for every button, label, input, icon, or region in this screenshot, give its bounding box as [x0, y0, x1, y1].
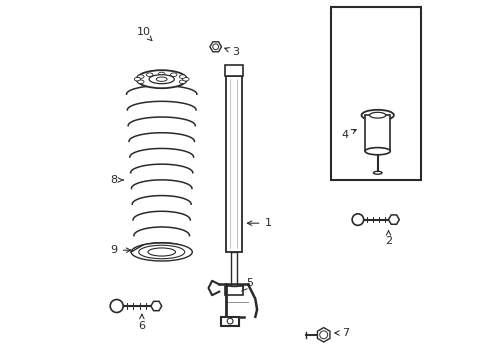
- Polygon shape: [151, 301, 162, 311]
- Ellipse shape: [148, 248, 175, 256]
- Ellipse shape: [182, 77, 189, 81]
- Ellipse shape: [373, 171, 381, 174]
- FancyBboxPatch shape: [224, 65, 242, 76]
- Bar: [221, 317, 239, 326]
- Text: 6: 6: [138, 314, 145, 331]
- Bar: [365, 115, 389, 151]
- Ellipse shape: [369, 112, 385, 118]
- Ellipse shape: [156, 77, 167, 81]
- Bar: [230, 252, 236, 286]
- Text: 3: 3: [224, 47, 239, 57]
- Text: 10: 10: [137, 27, 152, 41]
- Ellipse shape: [149, 75, 174, 84]
- Text: 2: 2: [384, 230, 391, 246]
- Ellipse shape: [361, 110, 393, 121]
- Ellipse shape: [131, 243, 192, 261]
- Text: 4: 4: [341, 130, 355, 140]
- Polygon shape: [317, 328, 329, 342]
- Text: 1: 1: [247, 218, 271, 228]
- Ellipse shape: [134, 77, 141, 81]
- Ellipse shape: [170, 73, 177, 77]
- Bar: [225, 76, 241, 252]
- Ellipse shape: [146, 73, 153, 77]
- Text: 9: 9: [110, 245, 130, 255]
- Ellipse shape: [137, 75, 144, 78]
- Text: 8: 8: [110, 175, 123, 185]
- Ellipse shape: [139, 245, 184, 259]
- Ellipse shape: [179, 75, 185, 78]
- Ellipse shape: [158, 72, 164, 76]
- Circle shape: [110, 300, 123, 312]
- Polygon shape: [209, 42, 221, 52]
- Polygon shape: [387, 215, 399, 224]
- Ellipse shape: [136, 70, 186, 88]
- Circle shape: [319, 331, 327, 339]
- Bar: [330, 7, 420, 180]
- Ellipse shape: [179, 80, 185, 84]
- Ellipse shape: [365, 148, 389, 155]
- Ellipse shape: [137, 80, 144, 84]
- Text: 7: 7: [334, 328, 348, 338]
- Circle shape: [227, 318, 232, 324]
- Circle shape: [351, 214, 363, 225]
- FancyBboxPatch shape: [224, 286, 242, 295]
- Text: 5: 5: [241, 278, 253, 291]
- Circle shape: [212, 44, 218, 50]
